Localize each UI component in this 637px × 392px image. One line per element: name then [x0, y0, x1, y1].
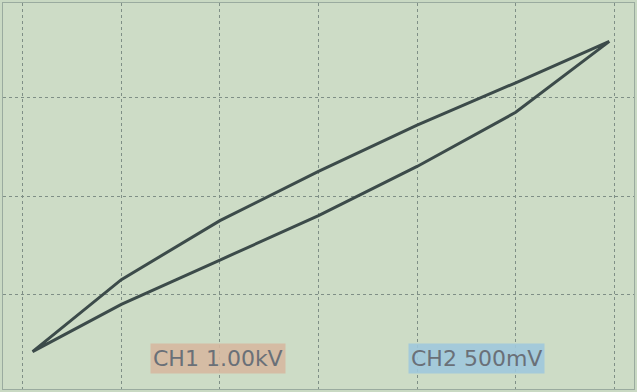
svg-text:CH1 1.00kV: CH1 1.00kV: [153, 346, 283, 371]
svg-text:CH2 500mV: CH2 500mV: [411, 346, 542, 371]
